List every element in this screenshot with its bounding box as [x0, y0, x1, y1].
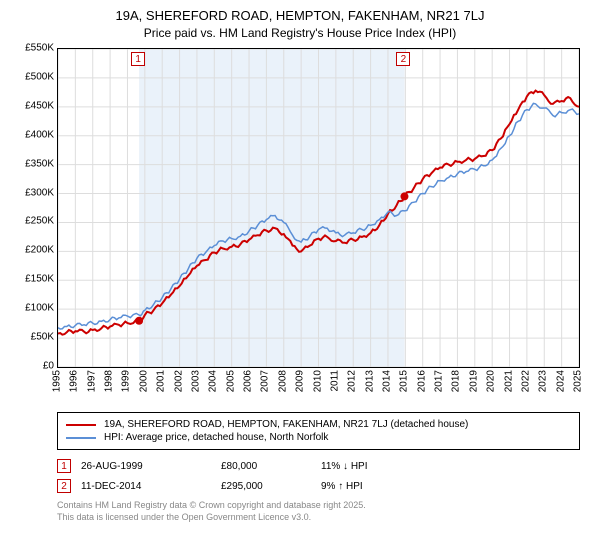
footer-line: This data is licensed under the Open Gov…: [57, 512, 588, 524]
x-tick-label: 1995: [52, 370, 63, 392]
x-tick-label: 2014: [381, 370, 392, 392]
y-tick-label: £400K: [25, 129, 54, 140]
x-tick-label: 2017: [434, 370, 445, 392]
x-tick-label: 2021: [503, 370, 514, 392]
y-tick-label: £350K: [25, 158, 54, 169]
x-tick-label: 2004: [208, 370, 219, 392]
legend-item: 19A, SHEREFORD ROAD, HEMPTON, FAKENHAM, …: [66, 418, 571, 431]
y-tick-label: £50K: [31, 332, 54, 343]
sales-list: 1 26-AUG-1999 £80,000 11% ↓ HPI 2 11-DEC-2014…: [57, 456, 580, 496]
sale-index-box: 1: [57, 459, 71, 473]
x-tick-label: 2003: [190, 370, 201, 392]
legend-swatch: [66, 424, 96, 426]
sale-marker-label: 1: [131, 52, 145, 66]
sale-date: 11-DEC-2014: [81, 481, 211, 492]
sale-index-box: 2: [57, 479, 71, 493]
y-axis: £0£50K£100K£150K£200K£250K£300K£350K£400…: [12, 48, 56, 368]
price-chart: £0£50K£100K£150K£200K£250K£300K£350K£400…: [12, 48, 588, 406]
legend-label: 19A, SHEREFORD ROAD, HEMPTON, FAKENHAM, …: [104, 419, 468, 430]
y-tick-label: £200K: [25, 245, 54, 256]
legend-label: HPI: Average price, detached house, Nort…: [104, 432, 328, 443]
x-tick-label: 1997: [86, 370, 97, 392]
sale-marker-label: 2: [396, 52, 410, 66]
y-tick-label: £150K: [25, 274, 54, 285]
sale-date: 26-AUG-1999: [81, 461, 211, 472]
x-tick-label: 2020: [486, 370, 497, 392]
y-tick-label: £100K: [25, 303, 54, 314]
sale-price: £80,000: [221, 461, 311, 472]
x-tick-label: 2000: [138, 370, 149, 392]
sale-price: £295,000: [221, 481, 311, 492]
x-tick-label: 1999: [121, 370, 132, 392]
x-tick-label: 2006: [243, 370, 254, 392]
y-tick-label: £250K: [25, 216, 54, 227]
sale-diff: 9% ↑ HPI: [321, 481, 363, 492]
x-tick-label: 1998: [104, 370, 115, 392]
x-tick-label: 2018: [451, 370, 462, 392]
plot-area: [57, 48, 580, 368]
x-tick-label: 2024: [555, 370, 566, 392]
x-tick-label: 2010: [312, 370, 323, 392]
x-tick-label: 2025: [573, 370, 584, 392]
x-tick-label: 2013: [364, 370, 375, 392]
y-tick-label: £300K: [25, 187, 54, 198]
sale-row: 1 26-AUG-1999 £80,000 11% ↓ HPI: [57, 456, 580, 476]
y-tick-label: £550K: [25, 43, 54, 54]
x-tick-label: 2019: [468, 370, 479, 392]
sale-diff: 11% ↓ HPI: [321, 461, 368, 472]
x-tick-label: 2016: [416, 370, 427, 392]
sale-row: 2 11-DEC-2014 £295,000 9% ↑ HPI: [57, 476, 580, 496]
y-tick-label: £450K: [25, 100, 54, 111]
x-tick-label: 2002: [173, 370, 184, 392]
x-axis: 1995199619971998199920002001200220032004…: [57, 368, 580, 406]
x-tick-label: 2015: [399, 370, 410, 392]
footer-attribution: Contains HM Land Registry data © Crown c…: [57, 500, 588, 523]
x-tick-label: 2011: [329, 370, 340, 392]
legend-swatch: [66, 437, 96, 439]
chart-legend: 19A, SHEREFORD ROAD, HEMPTON, FAKENHAM, …: [57, 412, 580, 450]
x-tick-label: 2022: [520, 370, 531, 392]
page-title: 19A, SHEREFORD ROAD, HEMPTON, FAKENHAM, …: [12, 8, 588, 23]
x-tick-label: 2009: [295, 370, 306, 392]
x-tick-label: 2012: [347, 370, 358, 392]
x-tick-label: 2007: [260, 370, 271, 392]
x-tick-label: 2023: [538, 370, 549, 392]
x-tick-label: 2005: [225, 370, 236, 392]
legend-item: HPI: Average price, detached house, Nort…: [66, 431, 571, 444]
x-tick-label: 1996: [69, 370, 80, 392]
x-tick-label: 2008: [277, 370, 288, 392]
page-subtitle: Price paid vs. HM Land Registry's House …: [12, 26, 588, 40]
footer-line: Contains HM Land Registry data © Crown c…: [57, 500, 588, 512]
x-tick-label: 2001: [156, 370, 167, 392]
y-tick-label: £500K: [25, 71, 54, 82]
